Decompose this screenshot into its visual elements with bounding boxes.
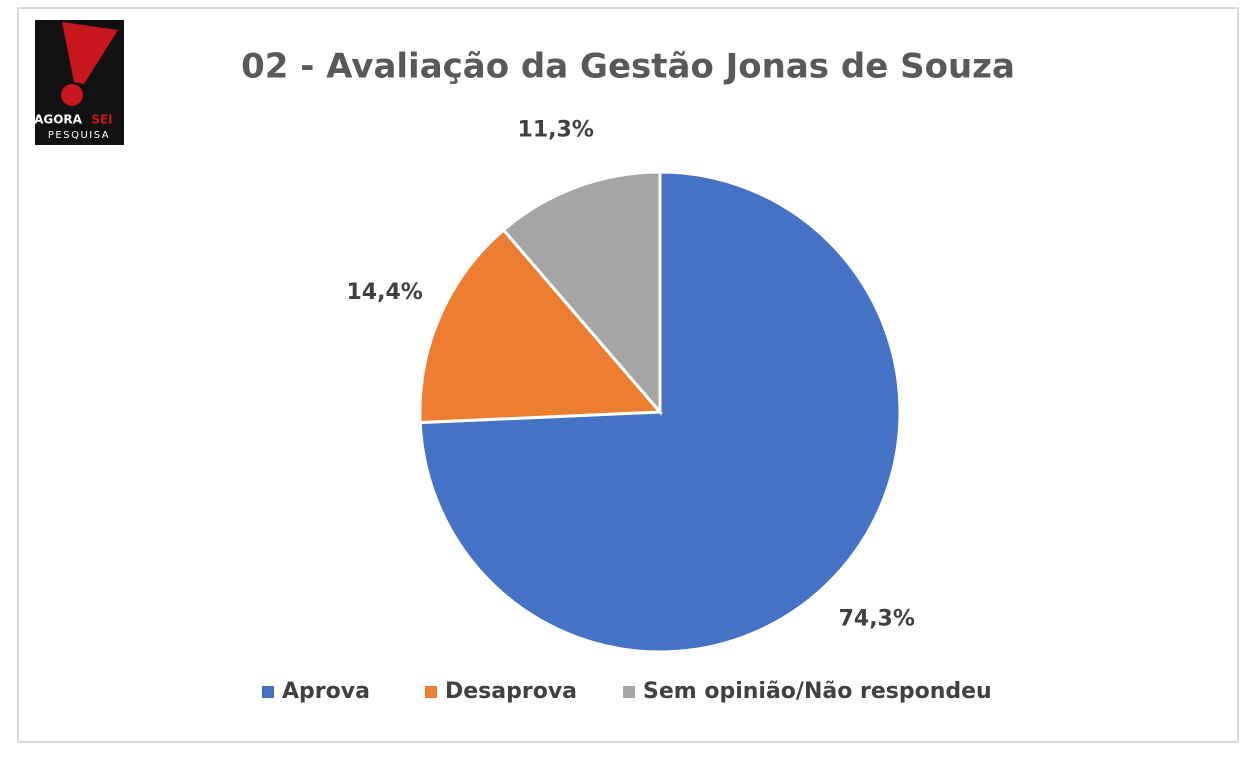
data-label: 74,3%: [839, 606, 915, 631]
logo: AGORA SEI PESQUISA: [34, 20, 124, 145]
logo-dot: [61, 84, 83, 106]
logo-word: PESQUISA: [48, 130, 110, 141]
data-label: 14,4%: [347, 280, 423, 305]
data-label: 11,3%: [518, 118, 594, 143]
pie-slice: [418, 227, 664, 425]
legend-label: Desaprova: [445, 679, 577, 704]
legend-swatch: [623, 686, 635, 698]
logo-mark: [62, 22, 118, 84]
legend-label: Sem opinião/Não respondeu: [643, 679, 992, 704]
logo-word: AGORA: [34, 113, 83, 127]
logo-word: SEI: [91, 113, 112, 127]
legend-swatch: [425, 686, 437, 698]
pie-slice: [501, 170, 662, 417]
chart-title: 02 - Avaliação da Gestão Jonas de Souza: [241, 47, 1015, 87]
legend-label: Aprova: [282, 679, 370, 704]
legend-swatch: [262, 686, 274, 698]
